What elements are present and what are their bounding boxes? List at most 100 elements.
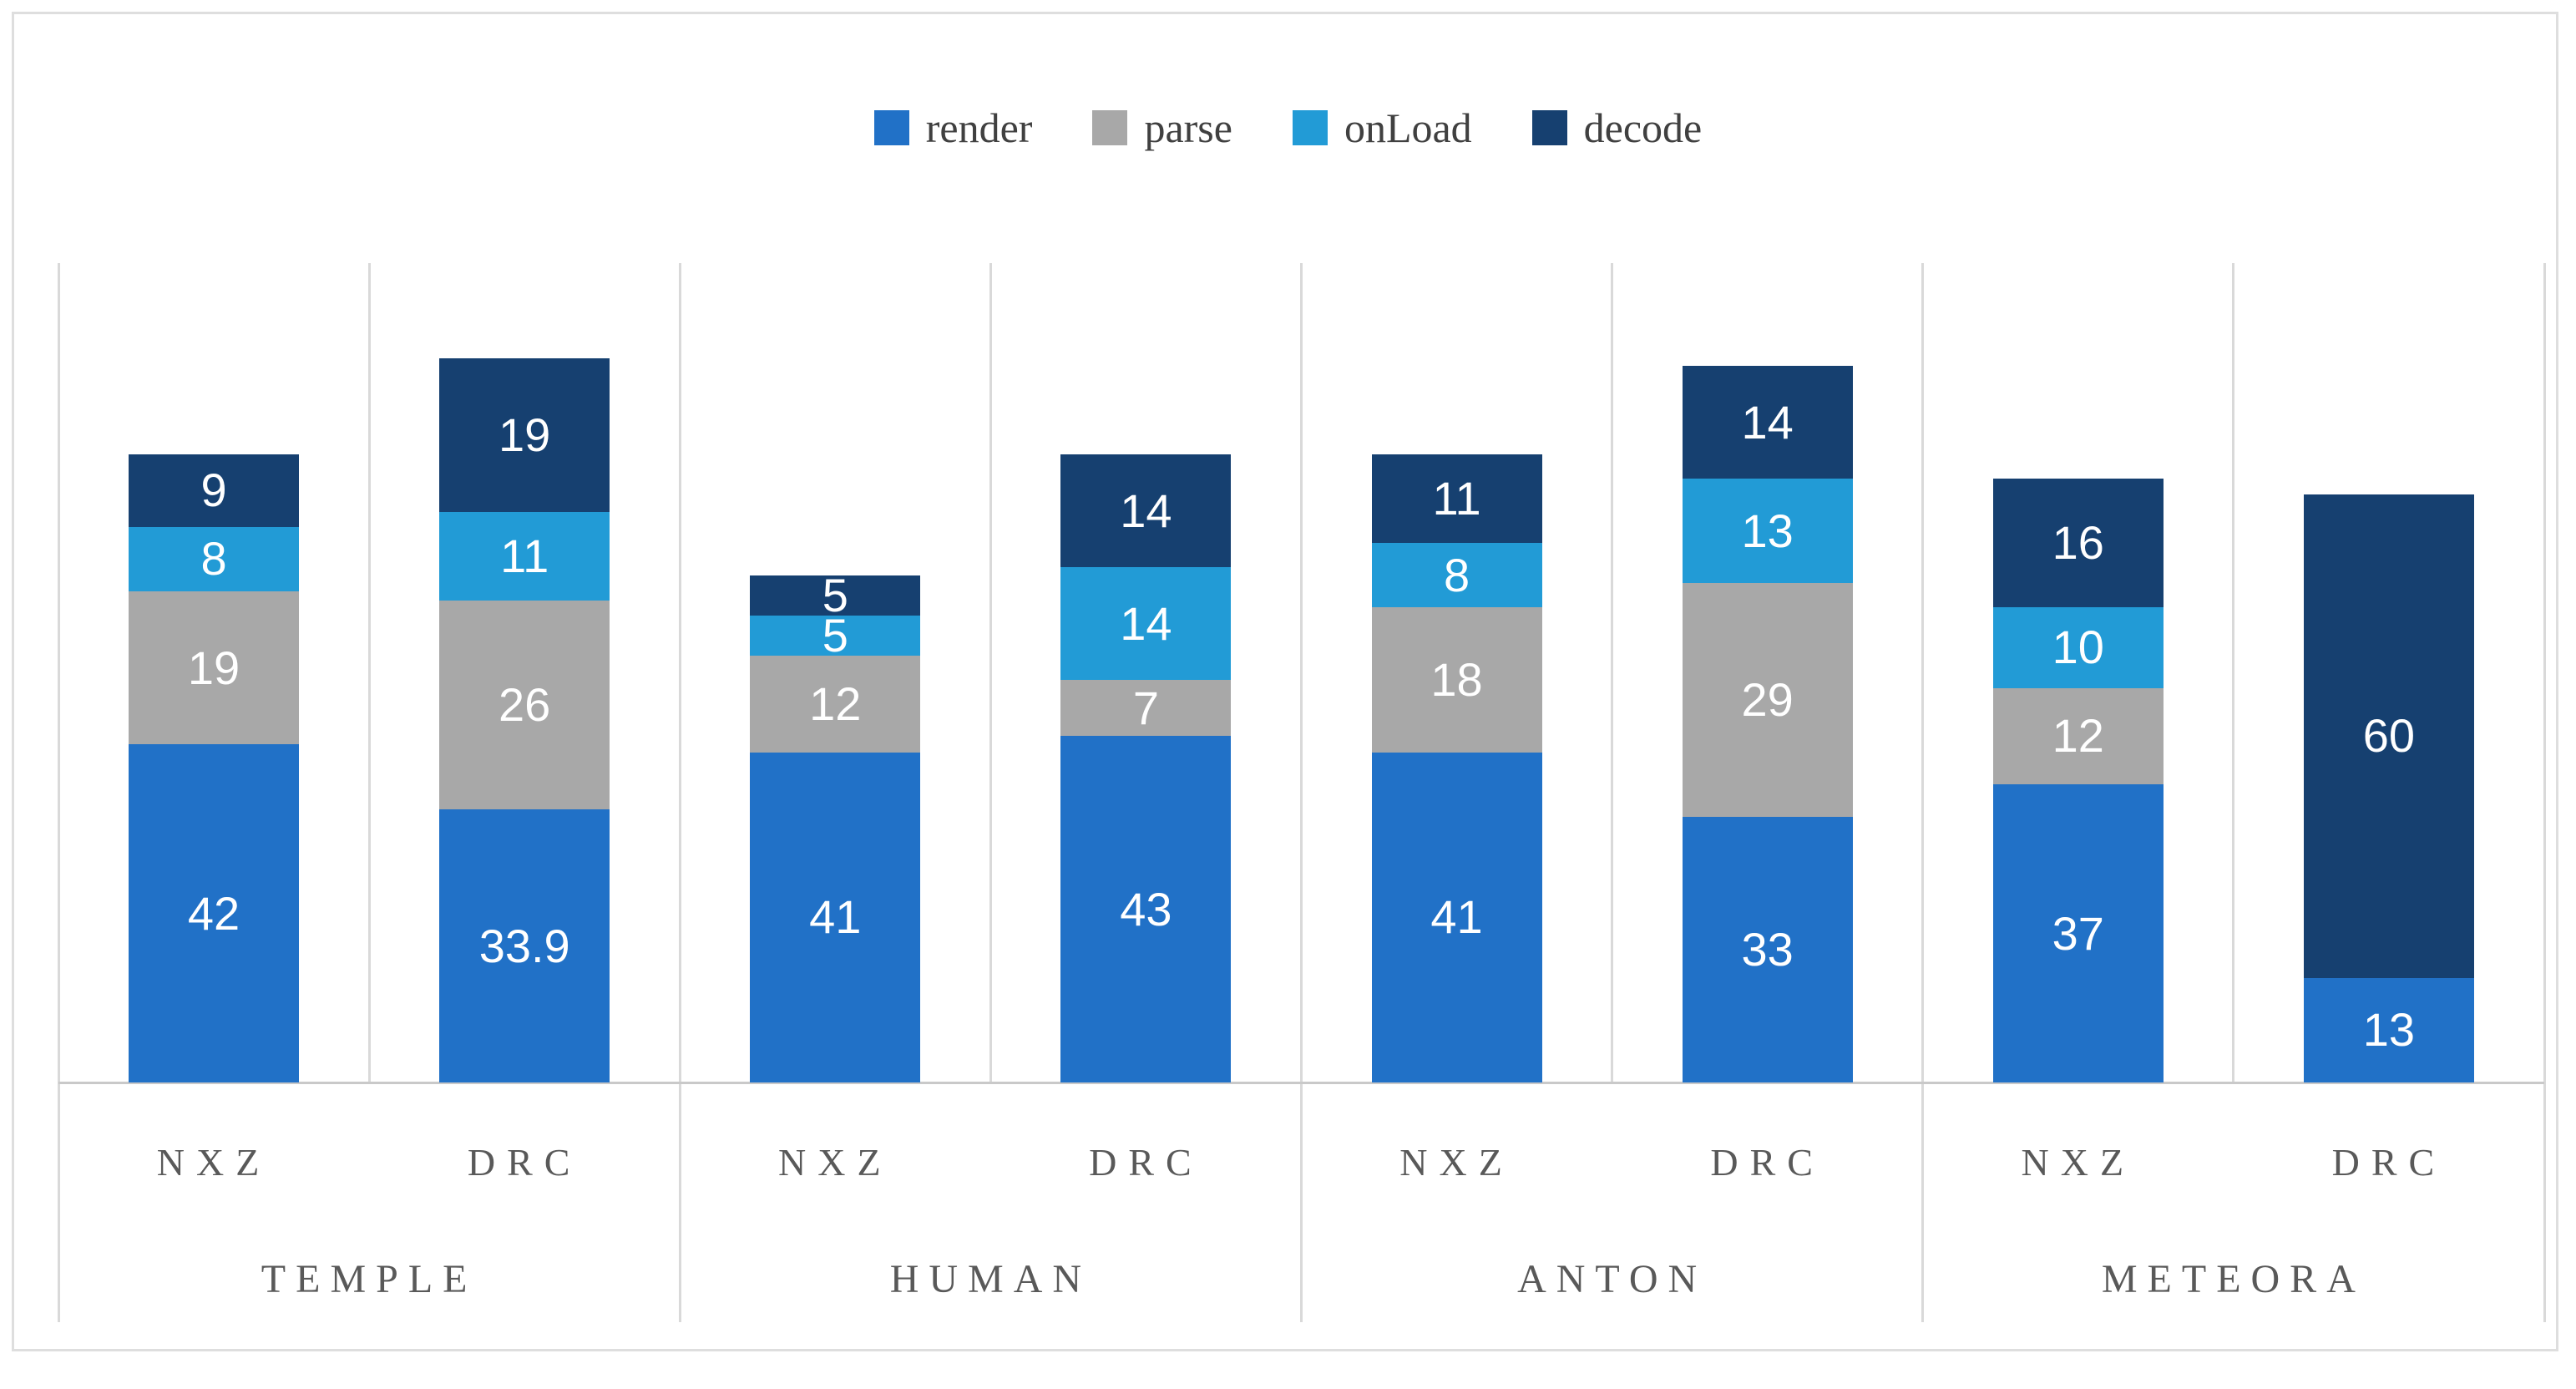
bar-segment-render: 33.9	[439, 809, 610, 1082]
bar-value-label: 60	[2362, 709, 2416, 763]
bar-value-label: 19	[498, 408, 551, 461]
bar-segment-render: 41	[750, 752, 921, 1082]
bar-segment-decode: 11	[1371, 454, 1542, 544]
legend-label-parse: parse	[1144, 104, 1232, 151]
category-gridline	[57, 263, 60, 1082]
bar-segment-decode: 16	[1992, 479, 2164, 608]
bar-segment-decode: 5	[750, 568, 921, 621]
bar-value-label: 9	[200, 464, 227, 517]
bar-segment-parse: 7	[1060, 680, 1232, 737]
group-divider-line	[678, 1082, 681, 1322]
group-divider-line	[1300, 1082, 1303, 1322]
category-gridline	[678, 263, 681, 1082]
category-label-drc-7: DRC	[2331, 1141, 2447, 1184]
bar-value-label: 33.9	[478, 919, 570, 972]
group-divider-line	[2543, 1082, 2546, 1322]
bar-segment-decode: 19	[439, 358, 610, 512]
bar-segment-render: 41	[1371, 752, 1542, 1082]
bar-value-label: 10	[2052, 621, 2104, 674]
figure-border	[12, 12, 2558, 1351]
bar-value-label: 14	[1120, 484, 1172, 537]
bar-value-label: 42	[187, 886, 240, 940]
category-label-drc-1: DRC	[467, 1141, 582, 1184]
bar-segment-parse: 12	[1992, 687, 2164, 785]
bar-value-label: 7	[1132, 681, 1160, 734]
bar-segment-parse: 12	[750, 656, 921, 753]
category-gridline	[1921, 263, 1925, 1082]
bar-value-label: 37	[2052, 906, 2104, 960]
group-label-human: HUMAN	[889, 1257, 1092, 1301]
bar-value-label: 29	[1741, 673, 1794, 727]
legend-item-parse: parse	[1092, 107, 1232, 149]
bar-value-label: 8	[1443, 548, 1470, 601]
category-gridline	[2232, 263, 2235, 1082]
bar-value-label: 41	[809, 890, 862, 944]
category-label-drc-5: DRC	[1710, 1141, 1824, 1184]
bar-segment-decode: 60	[2303, 494, 2474, 978]
legend-swatch-onLoad-icon	[1292, 110, 1328, 145]
bar-segment-onLoad: 5	[750, 611, 921, 658]
bar-segment-render: 33	[1682, 816, 1853, 1082]
bar-value-label: 18	[1430, 652, 1483, 706]
category-label-nxz-2: NXZ	[778, 1141, 893, 1184]
category-gridline	[1300, 263, 1303, 1082]
bar-value-label: 14	[1120, 596, 1172, 650]
bar-value-label: 13	[1741, 504, 1794, 557]
bar-segment-onLoad: 13	[1682, 479, 1853, 584]
bar-segment-render: 37	[1992, 784, 2164, 1082]
category-label-nxz-6: NXZ	[2021, 1141, 2136, 1184]
bar-value-label: 11	[1432, 472, 1481, 525]
category-gridline	[989, 263, 992, 1082]
bar-segment-parse: 19	[129, 591, 300, 745]
category-gridline	[1611, 263, 1614, 1082]
bar-segment-render: 43	[1060, 736, 1232, 1082]
bar-segment-onLoad: 10	[1992, 607, 2164, 688]
category-gridline	[367, 263, 371, 1082]
bar-value-label: 41	[1430, 890, 1483, 944]
bar-value-label: 26	[498, 677, 551, 731]
bar-segment-decode: 9	[129, 454, 300, 527]
bar-value-label: 11	[500, 529, 549, 582]
bar-value-label: 5	[822, 608, 848, 662]
bar-segment-render: 13	[2303, 977, 2474, 1082]
legend: render parse onLoad decode	[0, 107, 2576, 149]
legend-item-render: render	[873, 104, 1033, 151]
group-label-temple: TEMPLE	[261, 1257, 478, 1301]
bar-value-label: 13	[2362, 1003, 2416, 1057]
legend-label-render: render	[925, 104, 1033, 151]
bar-value-label: 43	[1120, 882, 1172, 935]
legend-item-onLoad: onLoad	[1292, 104, 1472, 151]
bar-value-label: 12	[809, 677, 862, 730]
bar-value-label: 16	[2052, 516, 2104, 570]
legend-swatch-decode-icon	[1531, 110, 1567, 145]
bar-value-label: 19	[187, 641, 240, 694]
group-label-meteora: METEORA	[2101, 1257, 2366, 1301]
bar-segment-onLoad: 14	[1060, 567, 1232, 680]
bar-segment-onLoad: 8	[129, 526, 300, 591]
bar-segment-parse: 29	[1682, 583, 1853, 817]
bar-segment-render: 42	[129, 744, 300, 1082]
bar-segment-decode: 14	[1060, 454, 1232, 568]
category-label-nxz-4: NXZ	[1399, 1141, 1514, 1184]
legend-label-onLoad: onLoad	[1344, 104, 1472, 151]
bar-value-label: 33	[1741, 922, 1794, 976]
x-axis-baseline	[58, 1082, 2544, 1084]
legend-swatch-parse-icon	[1092, 110, 1128, 145]
group-divider-line	[1921, 1082, 1925, 1322]
bar-segment-decode: 14	[1682, 366, 1853, 479]
bar-value-label: 5	[822, 568, 848, 621]
bar-segment-parse: 26	[439, 600, 610, 810]
category-label-drc-3: DRC	[1089, 1141, 1203, 1184]
legend-label-decode: decode	[1583, 104, 1703, 151]
bar-segment-onLoad: 8	[1371, 543, 1542, 608]
bar-value-label: 14	[1741, 395, 1794, 449]
legend-swatch-render-icon	[873, 110, 909, 145]
bar-segment-onLoad: 11	[439, 511, 610, 601]
bar-value-label: 8	[200, 532, 227, 586]
group-divider-line	[57, 1082, 60, 1322]
legend-item-decode: decode	[1531, 104, 1703, 151]
bar-value-label: 12	[2052, 709, 2104, 763]
category-label-nxz-0: NXZ	[156, 1141, 271, 1184]
bar-segment-parse: 18	[1371, 607, 1542, 753]
